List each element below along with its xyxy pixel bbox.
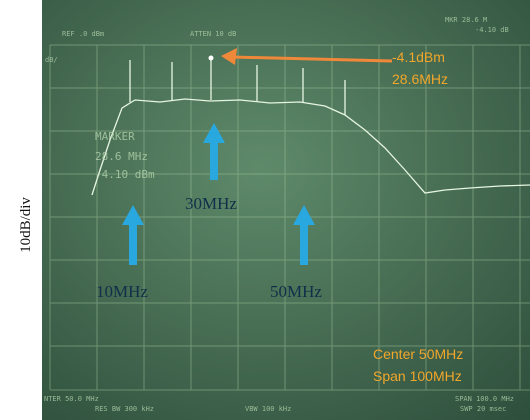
screen-text: MKR 28.6 M xyxy=(445,16,487,24)
screen-text: 28.6 MHz xyxy=(95,150,148,163)
screen-text: VBW 100 kHz xyxy=(245,405,291,413)
screen-text: RES BW 300 kHz xyxy=(95,405,154,413)
marker-dot xyxy=(209,56,214,61)
screen-text: ATTEN 10 dB xyxy=(190,30,236,38)
screen-text: SWP 20 msec xyxy=(460,405,506,413)
screen-text: SPAN 100.0 MHz xyxy=(455,395,514,403)
annotation: Center 50MHz xyxy=(373,346,463,362)
annotation: 10MHz xyxy=(96,282,148,301)
annotation: 30MHz xyxy=(185,194,237,213)
screen-text: NTER 50.0 MHz xyxy=(44,395,99,403)
y-axis-label: 10dB/div xyxy=(18,197,34,253)
annotation: -4.1dBm xyxy=(392,49,445,65)
screen-text: -4.10 dBm xyxy=(95,168,155,181)
annotation: 28.6MHz xyxy=(392,71,448,87)
annotation: 50MHz xyxy=(270,282,322,301)
screen-text: MARKER xyxy=(95,130,135,143)
figure: 10dB/div REF .0 dBm ATTEN 10 dB MKR 28.6… xyxy=(0,0,530,420)
annotation: Span 100MHz xyxy=(373,368,462,384)
screen-text: dB/ xyxy=(45,56,58,64)
screen-text: -4.10 dB xyxy=(475,26,509,34)
screen-text: REF .0 dBm xyxy=(62,30,104,38)
